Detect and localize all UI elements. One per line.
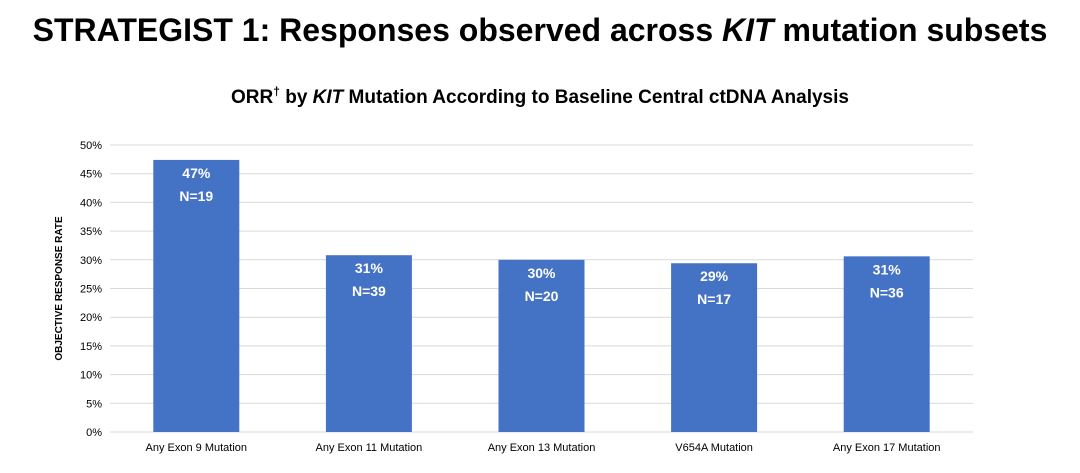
bar-2 [325,255,412,432]
bar-value-label: 47% [182,165,211,181]
y-axis-tick-labels: 0% 5% 10% 15% 20% 25% 30% 35% 40% 45% 50% [80,140,102,439]
bar-n-label: N=36 [870,284,904,300]
y-tick-label: 15% [80,341,102,353]
x-category-label: Any Exon 11 Mutation [315,442,422,454]
y-tick-label: 40% [80,197,102,209]
bar-value-label: 31% [355,260,384,276]
y-tick-label: 10% [80,370,102,382]
x-category-label: Any Exon 13 Mutation [488,442,596,454]
chart-title: ORR† by KIT Mutation According to Baseli… [0,85,1080,111]
y-tick-label: 25% [80,284,102,296]
slide-title-prefix: STRATEGIST 1: Responses observed across [32,12,723,48]
y-tick-label: 45% [80,169,102,181]
bar-value-label: 30% [527,265,556,281]
chart-title-prefix: ORR [231,87,274,108]
bar-n-label: N=19 [179,188,213,204]
bar-n-label: N=39 [352,283,386,299]
y-tick-label: 30% [80,255,102,267]
bar-1 [153,159,240,432]
bar-n-label: N=20 [525,288,559,304]
x-axis-category-labels: Any Exon 9 Mutation Any Exon 11 Mutation A… [146,442,941,454]
bar-4 [671,263,758,432]
slide-title: STRATEGIST 1: Responses observed across … [0,8,1080,52]
y-tick-label: 5% [86,398,102,410]
chart-title-gene: KIT [312,87,344,108]
y-tick-label: 50% [80,140,102,152]
y-tick-label: 35% [80,226,102,238]
y-axis-label: OBJECTIVE RESPONSE RATE [54,216,65,361]
bars: 47% N=19 31% N=39 30% N=20 29% N=17 31% N=36 [153,159,930,432]
bar-5 [843,256,930,432]
slide-title-suffix: mutation subsets [773,12,1048,48]
bar-n-label: N=17 [697,291,731,307]
bar-value-label: 31% [873,261,902,277]
x-category-label: V654A Mutation [675,442,753,454]
slide-title-gene: KIT [722,12,774,48]
y-tick-label: 0% [86,427,102,439]
chart-title-mid: by [279,87,313,108]
chart-title-suffix: Mutation According to Baseline Central c… [343,87,849,108]
chart-title-dagger: † [273,84,280,99]
x-category-label: Any Exon 9 Mutation [146,442,248,454]
x-category-label: Any Exon 17 Mutation [833,442,941,454]
bar-3 [498,259,585,432]
bar-value-label: 29% [700,268,729,284]
y-tick-label: 20% [80,312,102,324]
